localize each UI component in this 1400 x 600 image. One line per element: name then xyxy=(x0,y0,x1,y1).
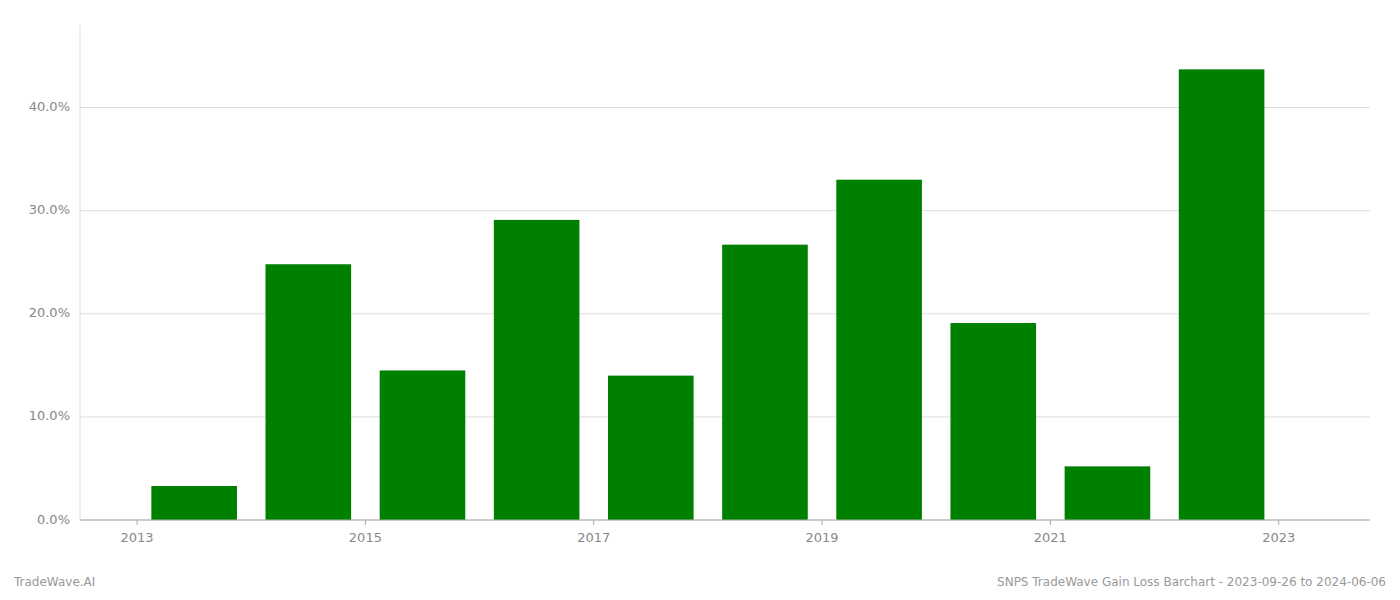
x-tick xyxy=(822,520,823,525)
bars xyxy=(151,69,1264,520)
x-tick-label: 2017 xyxy=(577,530,610,545)
footer-text: SNPS TradeWave Gain Loss Barchart - 2023… xyxy=(997,575,1386,589)
grid-line xyxy=(80,520,1370,521)
y-tick-label: 10.0% xyxy=(29,408,70,423)
footer-text: TradeWave.AI xyxy=(13,575,95,589)
x-tick-label: 2015 xyxy=(349,530,382,545)
bar xyxy=(950,323,1036,520)
bar xyxy=(380,370,466,520)
y-tick-label: 30.0% xyxy=(29,202,70,217)
bar xyxy=(1179,69,1265,520)
y-tick-label: 0.0% xyxy=(37,512,70,527)
y-tick-label: 40.0% xyxy=(29,99,70,114)
x-tick xyxy=(1050,520,1051,525)
x-tick xyxy=(137,520,138,525)
x-tick xyxy=(593,520,594,525)
bar xyxy=(494,220,580,520)
y-tick-label: 20.0% xyxy=(29,305,70,320)
bar xyxy=(1065,466,1151,520)
grid xyxy=(80,108,1370,521)
x-tick xyxy=(1278,520,1279,525)
x-tick xyxy=(365,520,366,525)
x-tick-label: 2019 xyxy=(805,530,838,545)
x-axis-line xyxy=(80,520,1370,521)
bar xyxy=(608,376,694,520)
x-tick-label: 2013 xyxy=(121,530,154,545)
bar xyxy=(722,245,808,520)
grid-line xyxy=(80,210,1370,211)
x-tick-label: 2021 xyxy=(1034,530,1067,545)
y-axis-line xyxy=(80,25,81,520)
bar xyxy=(151,486,237,520)
bar xyxy=(266,264,352,520)
bar xyxy=(836,180,922,520)
x-tick-label: 2023 xyxy=(1262,530,1295,545)
chart: 0.0% 10.0% 20.0% 30.0% 40.0% 2013 2015 2017 2019… xyxy=(0,0,1400,600)
grid-line xyxy=(80,107,1370,108)
